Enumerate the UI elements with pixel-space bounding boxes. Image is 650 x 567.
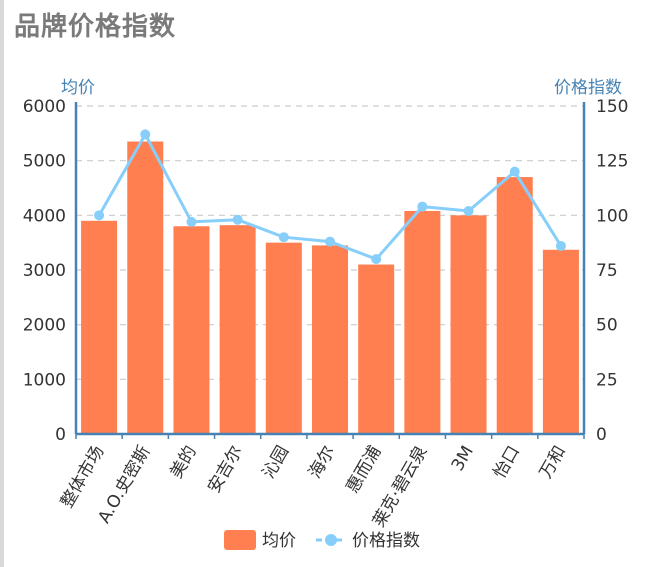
- y-right-tick-label: 25: [596, 370, 618, 390]
- y-right-tick-label: 0: [596, 425, 607, 445]
- legend-bar-label: 均价: [262, 531, 296, 551]
- index-point[interactable]: [140, 129, 151, 140]
- index-point[interactable]: [186, 216, 197, 227]
- y-right-tick-label: 150: [596, 97, 628, 117]
- bar[interactable]: [127, 141, 164, 435]
- x-tick-label: 整体市场: [57, 443, 108, 512]
- index-point[interactable]: [417, 201, 428, 212]
- x-tick-label: 惠而浦: [343, 443, 386, 497]
- y-right-tick-label: 100: [596, 206, 628, 226]
- index-point[interactable]: [371, 254, 382, 265]
- left-edge-strip: [0, 0, 4, 567]
- index-point[interactable]: [278, 232, 289, 243]
- legend-line-marker: [325, 534, 337, 546]
- y-left-tick-label: 6000: [23, 97, 66, 117]
- y-left-tick-label: 0: [55, 425, 66, 445]
- bar[interactable]: [265, 242, 302, 434]
- bar-series: [81, 141, 579, 435]
- bar[interactable]: [404, 210, 441, 434]
- x-tick-label: 美的: [166, 443, 200, 482]
- x-tick-label: 沁园: [259, 443, 293, 482]
- index-point[interactable]: [325, 236, 335, 247]
- legend-item-bar[interactable]: 均价: [224, 530, 296, 551]
- y-left-tick-label: 2000: [23, 316, 66, 336]
- y-left-tick-label: 4000: [23, 206, 66, 226]
- bar[interactable]: [173, 226, 210, 434]
- y-left-tick-label: 5000: [23, 152, 66, 172]
- legend-item-line[interactable]: 价格指数: [316, 531, 420, 551]
- x-tick-label: 万和: [536, 443, 570, 482]
- line-series: [94, 129, 566, 265]
- bar[interactable]: [496, 177, 533, 435]
- bar[interactable]: [81, 220, 118, 434]
- legend-bar-swatch: [224, 530, 256, 550]
- x-tick-label: 3M: [448, 443, 478, 475]
- bar[interactable]: [311, 245, 349, 434]
- y-right-tick-label: 75: [596, 261, 618, 281]
- y-axis-left-title: 均价: [61, 78, 95, 98]
- index-point[interactable]: [463, 205, 474, 216]
- page-title: 品牌价格指数: [14, 12, 177, 42]
- index-point[interactable]: [509, 166, 520, 177]
- y-right-tick-label: 50: [596, 316, 618, 336]
- bar[interactable]: [450, 215, 487, 434]
- axes: [74, 102, 586, 436]
- x-tick-label: 怡口: [490, 443, 524, 482]
- y-axis-left-ticks: 0 1000 2000 3000 4000 5000 6000: [23, 97, 66, 445]
- x-tick-label: 海尔: [305, 443, 339, 482]
- index-point[interactable]: [94, 210, 105, 221]
- bar[interactable]: [219, 225, 256, 434]
- legend-line-label: 价格指数: [352, 531, 420, 551]
- y-right-tick-label: 125: [596, 152, 628, 172]
- bar[interactable]: [358, 264, 395, 434]
- index-point[interactable]: [232, 214, 243, 225]
- index-point[interactable]: [555, 240, 566, 251]
- y-axis-right-ticks: 0 25 50 75 100 125 150: [596, 97, 628, 445]
- y-left-tick-label: 3000: [23, 261, 66, 281]
- x-tick-label: 安吉尔: [204, 443, 247, 497]
- y-left-tick-label: 1000: [23, 370, 66, 390]
- y-axis-right-title: 价格指数: [554, 78, 622, 98]
- bar[interactable]: [542, 249, 579, 434]
- legend: 均价 价格指数: [224, 530, 420, 551]
